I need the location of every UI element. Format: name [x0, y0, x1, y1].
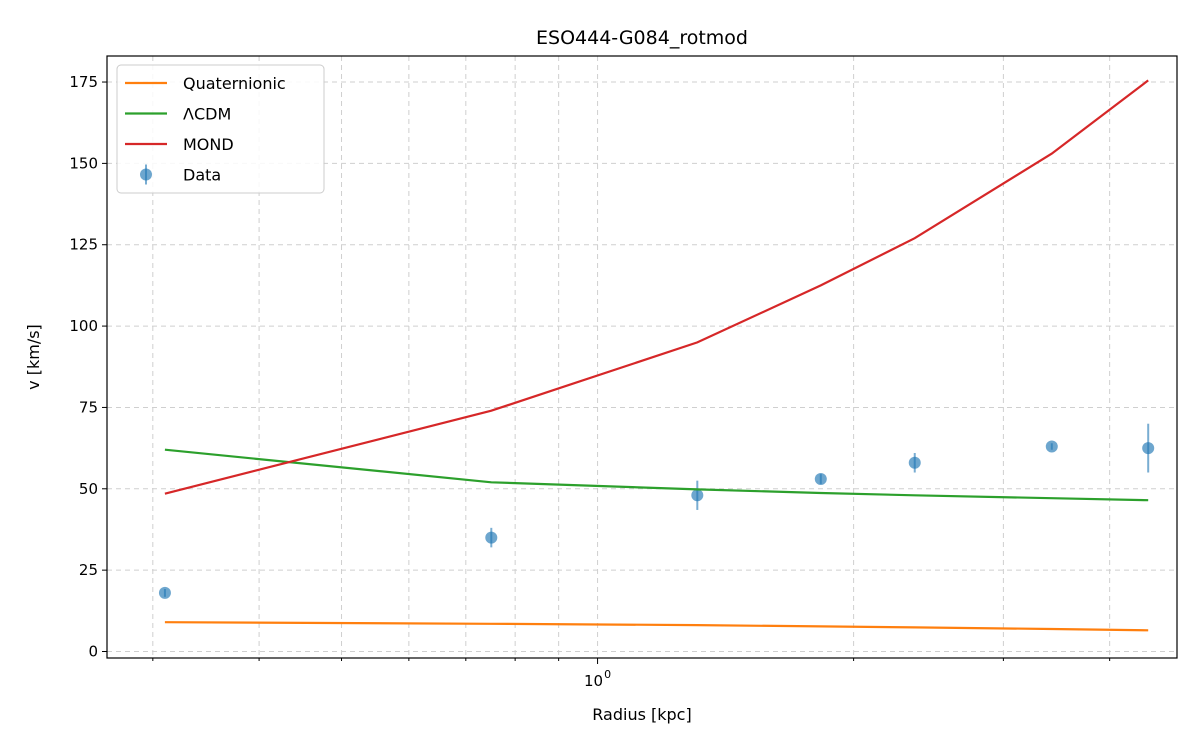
data-point	[1045, 440, 1058, 453]
y-tick-label: 175	[69, 73, 98, 91]
series-line-mond	[164, 79, 1149, 495]
y-tick-label: 100	[69, 317, 98, 335]
grid	[107, 56, 1177, 658]
x-tick-label-exponent: 0	[604, 668, 611, 681]
legend-swatch-marker	[140, 168, 152, 181]
series-line-cdm	[164, 448, 1149, 502]
y-tick-label: 75	[79, 398, 98, 416]
series-line-quaternionic	[164, 621, 1149, 632]
data-point	[908, 456, 921, 469]
chart-title: ESO444-G084_rotmod	[536, 27, 748, 49]
x-axis-label: Radius [kpc]	[592, 705, 691, 724]
legend-box	[116, 64, 325, 194]
data-point	[158, 586, 171, 599]
data-point	[485, 531, 498, 544]
legend-label: Quaternionic	[183, 74, 286, 93]
data-point	[1142, 442, 1155, 455]
legend-label: Data	[183, 166, 221, 185]
legend-label: ΛCDM	[183, 105, 231, 124]
y-axis-label: v [km/s]	[24, 324, 43, 390]
y-tick-label: 25	[79, 561, 98, 579]
x-tick-label: 10	[584, 672, 603, 690]
series-layer	[158, 79, 1155, 632]
plot-frame	[106, 55, 1178, 659]
y-tick-label: 125	[69, 236, 98, 254]
legend-label: MOND	[183, 135, 234, 154]
legend: Quaternionic ΛCDM MOND Data	[116, 64, 325, 194]
y-tick-label: 150	[69, 154, 98, 172]
y-tick-label: 50	[79, 480, 98, 498]
y-tick-label: 0	[88, 642, 98, 660]
data-point	[814, 473, 827, 486]
data-point	[691, 489, 704, 502]
